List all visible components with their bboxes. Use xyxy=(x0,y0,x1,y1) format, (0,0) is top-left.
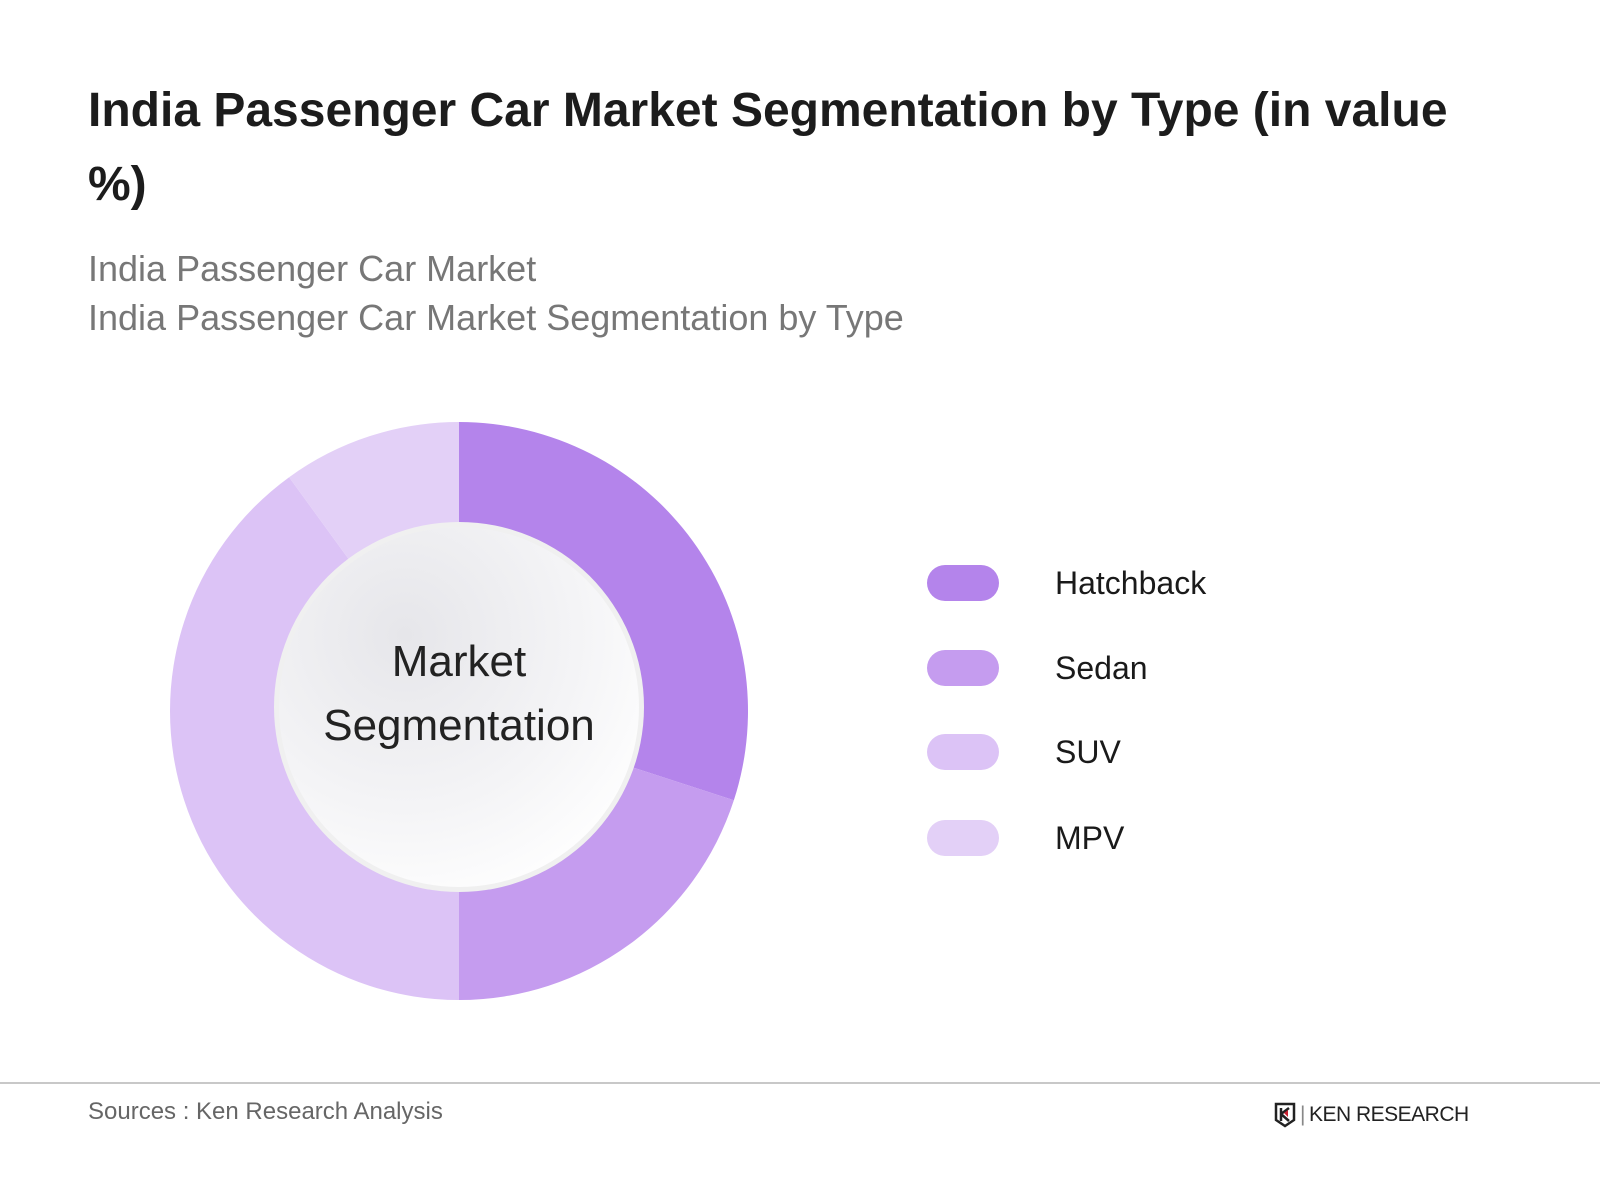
ken-research-logo: | KEN RESEARCH xyxy=(1274,1102,1469,1128)
legend-swatch xyxy=(927,565,999,601)
legend-label: SUV xyxy=(1055,733,1121,770)
chart-subtitle-2: India Passenger Car Market Segmentation … xyxy=(88,297,904,338)
ken-logo-icon xyxy=(1274,1102,1296,1128)
donut-chart xyxy=(170,422,749,1000)
legend-swatch xyxy=(927,734,999,770)
legend-item-hatchback: Hatchback xyxy=(927,565,1206,601)
donut-center-label: Market Segmentation xyxy=(279,630,639,758)
chart-title: India Passenger Car Market Segmentation … xyxy=(88,84,1448,211)
source-note: Sources : Ken Research Analysis xyxy=(88,1098,443,1125)
donut-center xyxy=(279,527,639,887)
footer-divider xyxy=(0,1082,1600,1084)
legend-swatch xyxy=(927,650,999,686)
legend-item-sedan: Sedan xyxy=(927,650,1148,686)
center-label-line-2: Segmentation xyxy=(323,701,595,750)
legend-item-mpv: MPV xyxy=(927,820,1124,856)
legend-swatch xyxy=(927,820,999,856)
legend-label: Hatchback xyxy=(1055,564,1207,601)
donut-slice-sedan xyxy=(459,757,734,1000)
logo-text: KEN RESEARCH xyxy=(1308,1103,1469,1126)
legend-item-suv: SUV xyxy=(927,734,1121,770)
center-label-line-1: Market xyxy=(391,637,527,686)
legend-label: Sedan xyxy=(1055,649,1148,686)
legend-label: MPV xyxy=(1055,819,1125,856)
chart-subtitle-1: India Passenger Car Market xyxy=(88,248,537,289)
